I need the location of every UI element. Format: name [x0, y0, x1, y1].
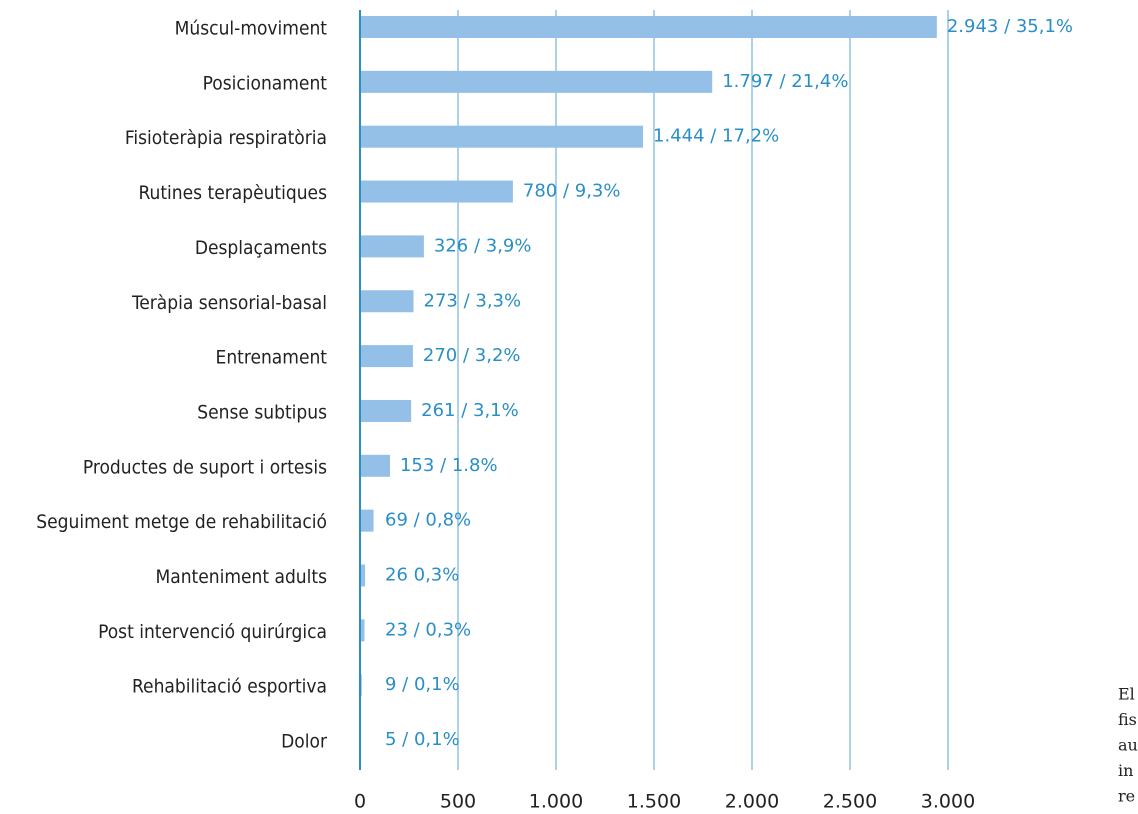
category-label: Desplaçaments — [195, 237, 327, 259]
category-label: Entrenament — [216, 347, 328, 369]
side-text: El — [1118, 685, 1135, 704]
value-label: 5 / 0,1% — [385, 729, 460, 750]
bar — [360, 70, 713, 93]
category-label: Fisioteràpia respiratòria — [125, 127, 327, 149]
category-label: Manteniment adults — [155, 566, 327, 588]
side-text: in — [1118, 761, 1133, 780]
value-label: 69 / 0,8% — [385, 510, 471, 531]
category-label: Teràpia sensorial-basal — [131, 292, 327, 314]
category-label: Sense subtipus — [197, 401, 327, 423]
category-label: Post intervenció quirúrgica — [98, 621, 327, 643]
x-tick-label: 0 — [354, 791, 366, 813]
value-label: 9 / 0,1% — [385, 674, 460, 695]
bar — [360, 290, 414, 313]
x-tick-label: 500 — [440, 791, 476, 813]
bar — [360, 619, 365, 642]
bar — [360, 345, 413, 368]
grid — [457, 10, 949, 770]
category-label: Dolor — [281, 731, 328, 753]
side-text: re — [1118, 787, 1135, 806]
category-label: Rutines terapèutiques — [139, 182, 328, 204]
value-label: 1.797 / 21,4% — [722, 71, 848, 92]
category-label: Productes de suport i ortesis — [83, 456, 327, 478]
category-label: Seguiment metge de rehabilitació — [36, 511, 327, 533]
value-label: 270 / 3,2% — [423, 345, 521, 366]
bar — [360, 125, 644, 148]
bar — [360, 16, 937, 38]
bar — [360, 180, 513, 203]
bar — [360, 509, 374, 532]
bar — [360, 454, 390, 477]
x-tick-label: 2.500 — [823, 791, 877, 813]
x-tick-label: 1.000 — [529, 791, 583, 813]
x-tick-label: 3.000 — [921, 791, 975, 813]
value-label: 261 / 3,1% — [421, 400, 519, 421]
x-tick-label: 1.500 — [627, 791, 681, 813]
bar — [360, 399, 412, 422]
value-label: 153 / 1.8% — [400, 455, 498, 476]
bar — [360, 564, 366, 587]
value-label: 26 0,3% — [385, 565, 459, 586]
value-label: 2.943 / 35,1% — [947, 16, 1073, 37]
category-label: Múscul-moviment — [175, 18, 328, 40]
category-label: Posicionament — [203, 72, 328, 94]
bar — [360, 235, 424, 258]
category-label: Rehabilitació esportiva — [132, 676, 327, 698]
value-label: 273 / 3,3% — [424, 290, 522, 311]
side-text: fis — [1118, 710, 1137, 729]
value-label: 326 / 3,9% — [434, 235, 532, 256]
value-label: 780 / 9,3% — [523, 181, 621, 202]
side-text: au — [1118, 736, 1138, 755]
value-label: 23 / 0,3% — [385, 619, 471, 640]
value-label: 1.444 / 17,2% — [653, 126, 779, 147]
x-tick-label: 2.000 — [725, 791, 779, 813]
